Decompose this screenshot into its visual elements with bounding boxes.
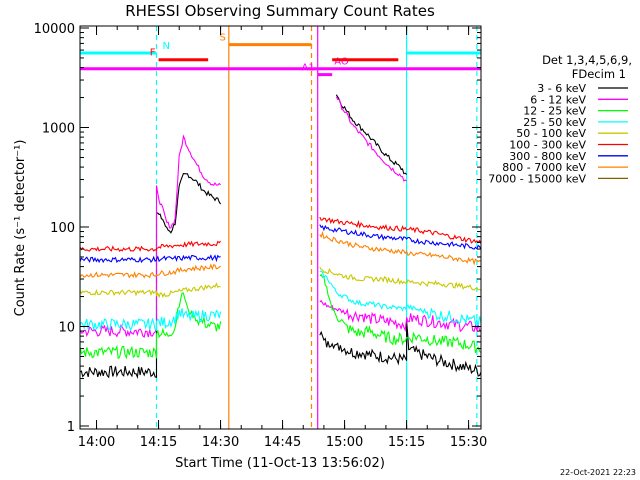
x-tick-label-2: 14:30 [202,435,239,450]
y-tick-label-4: 10000 [34,22,75,37]
legend-label-3: 25 - 50 keV [523,116,586,129]
series-line-7-0 [80,263,221,279]
series-line-3-1 [319,270,481,326]
legend-header-1: Det 1,3,4,5,6,9, [542,53,632,67]
flag-label-0: N [162,41,169,52]
x-tick-label-1: 14:15 [140,435,177,450]
series-line-7-1 [319,230,481,266]
legend-header-2: FDecim 1 [572,67,626,81]
series-line-6-0 [80,254,221,264]
series-line-1-1 [319,300,481,333]
flag-label-4: AO [334,57,349,68]
y-tick-label-1: 10 [58,321,75,336]
legend-label-4: 50 - 100 keV [516,127,586,140]
series-line-0-1 [319,320,481,377]
y-tick-label-3: 1000 [42,122,75,137]
legend-label-5: 100 - 300 keV [509,139,586,152]
series-line-2-1 [319,274,481,354]
series-line-4-0 [80,282,221,299]
legend-label-6: 300 - 800 keV [509,150,586,163]
legend-label-1: 6 - 12 keV [530,93,586,106]
y-tick-label-2: 100 [50,221,75,236]
plot-frame [79,25,482,430]
x-tick-label-0: 14:00 [78,435,115,450]
flag-label-2: S [219,33,225,44]
series-line-6-1 [319,224,481,250]
y-tick-label-0: 1 [67,420,75,435]
legend-label-0: 3 - 6 keV [537,82,586,95]
series-line-2-0 [80,292,222,360]
x-tick-label-6: 15:30 [450,435,487,450]
y-axis-label: Count Rate (s⁻¹ detector⁻¹) [13,140,28,317]
series-line-5-0 [80,240,221,252]
series-line-5-1 [319,216,481,244]
x-tick-label-5: 15:15 [388,435,425,450]
series-line-1-2 [335,96,407,182]
chart-title: RHESSI Observing Summary Count Rates [125,2,435,20]
legend-label-2: 12 - 25 keV [523,105,586,118]
series-line-1-0 [80,134,221,338]
legend-label-7: 800 - 7000 keV [502,161,586,174]
series-line-0-2 [335,94,407,175]
x-axis-label: Start Time (11-Oct-13 13:56:02) [175,456,385,471]
x-tick-label-3: 14:45 [264,435,301,450]
series-line-4-1 [319,266,481,291]
footer-date: 22-Oct-2021 22:23 [560,468,636,477]
plot-area: NFSA1AO [80,26,481,429]
x-tick-label-4: 15:00 [326,435,363,450]
series-line-3-0 [80,308,222,332]
series-line-0-0 [80,173,222,379]
flag-label-1: F [150,48,156,59]
legend-label-8: 7000 - 15000 keV [488,172,586,185]
